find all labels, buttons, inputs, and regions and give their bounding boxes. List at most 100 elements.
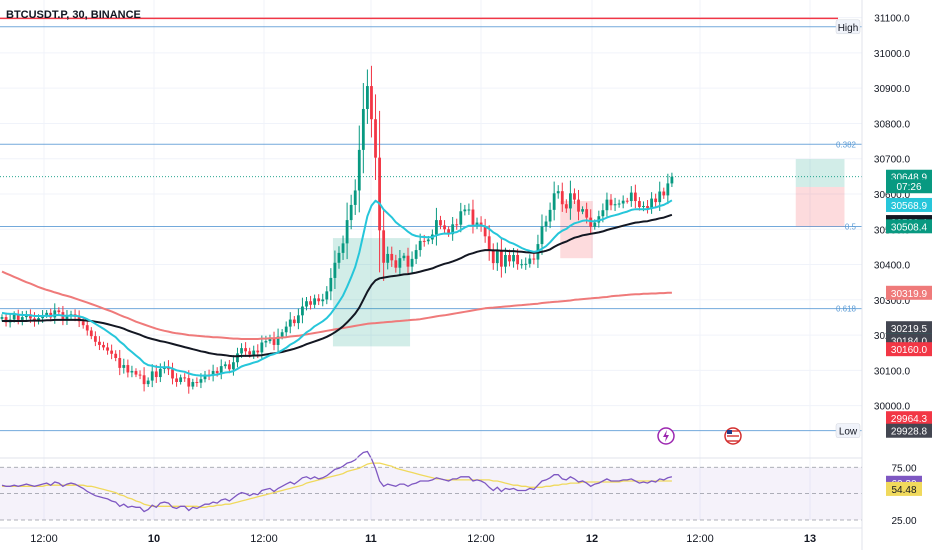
- candle-body: [29, 314, 32, 319]
- candle-body: [398, 258, 402, 268]
- candle-body: [98, 341, 101, 345]
- candle-body: [670, 176, 674, 184]
- candle-body: [349, 204, 353, 221]
- ema-long-line: [1, 270, 672, 340]
- candle-body: [662, 191, 666, 196]
- candle-body: [451, 224, 455, 235]
- candle-body: [499, 251, 503, 267]
- candle-body: [410, 258, 414, 267]
- price-tick-label: 30400.0: [874, 261, 911, 272]
- candle-body: [236, 353, 239, 363]
- candle-body: [191, 381, 195, 387]
- candle-body: [142, 375, 146, 385]
- candle-body: [406, 255, 410, 267]
- price-label-box: [886, 342, 932, 357]
- candle-body: [244, 348, 247, 352]
- candle-body: [199, 379, 203, 383]
- candle-body: [479, 222, 483, 227]
- price-axis: 30000.030100.030200.030300.030400.030500…: [861, 0, 932, 550]
- candle-body: [93, 336, 97, 342]
- price-tick-label: 30600.0: [874, 190, 911, 201]
- candle-body: [609, 199, 613, 206]
- candle-body: [329, 277, 333, 292]
- candle-body: [475, 222, 479, 225]
- candle-body: [264, 341, 268, 343]
- candle-body: [439, 220, 442, 226]
- candle-body: [232, 362, 235, 370]
- candle-body: [374, 119, 377, 158]
- price-tick-label: 30000.0: [874, 402, 911, 413]
- rsi-pane: [0, 450, 932, 521]
- candle-body: [382, 230, 386, 263]
- candle-body: [638, 201, 641, 208]
- candle-body: [252, 350, 256, 355]
- price-tick-label: 30100.0: [874, 366, 911, 377]
- candle-body: [321, 299, 325, 302]
- level-tag-box: [835, 19, 861, 35]
- candle-body: [313, 298, 317, 305]
- ema-fast-line: [1, 199, 673, 377]
- candle-body: [183, 377, 187, 379]
- candle-body: [508, 255, 511, 262]
- candle-body: [118, 358, 122, 368]
- candle-body: [402, 255, 406, 259]
- candle-body: [516, 255, 520, 265]
- candle-body: [504, 255, 507, 267]
- candle-body: [175, 378, 178, 382]
- candle-body: [487, 236, 491, 251]
- candle-body: [325, 291, 329, 300]
- candle-body: [89, 330, 93, 337]
- candle-body: [288, 319, 292, 327]
- level-tag-box: [835, 423, 861, 438]
- candle-body: [621, 200, 625, 204]
- price-label-box: [886, 197, 932, 212]
- price-label: 30648.9: [891, 173, 928, 184]
- candle-body: [179, 377, 183, 382]
- candle-body: [463, 209, 467, 212]
- candle-body: [305, 301, 308, 307]
- symbol-title: BTCUSDT.P, 30, BINANCE: [6, 9, 141, 21]
- candle-body: [296, 315, 300, 324]
- candle-body: [548, 209, 552, 222]
- candle-body: [276, 336, 280, 345]
- candle-body: [443, 225, 446, 230]
- candle-body: [345, 220, 349, 244]
- rsi-label: 54.48: [891, 485, 916, 496]
- candle-body: [211, 371, 215, 376]
- fib-levels: High 0.382 0.5 0.618 Low: [0, 17, 862, 438]
- level-tag: High: [838, 23, 859, 34]
- candle-body: [552, 193, 556, 210]
- candle-body: [122, 365, 126, 368]
- candle-body: [195, 381, 199, 383]
- candle-body: [301, 306, 304, 316]
- candle-body: [447, 229, 450, 235]
- rsi-tick-label: 75.00: [891, 463, 916, 474]
- candle-body: [292, 319, 296, 324]
- candle-body: [187, 378, 191, 387]
- time-tick-label: 12:00: [30, 533, 58, 545]
- price-tick-label: 31100.0: [874, 14, 910, 25]
- candle-body: [524, 263, 528, 265]
- event-markers[interactable]: [657, 427, 742, 445]
- candle-body: [309, 301, 312, 305]
- candle-body: [357, 149, 361, 191]
- candle-body: [528, 258, 532, 264]
- candle-body: [240, 348, 243, 354]
- price-label: 29928.8: [891, 427, 928, 438]
- rsi-label-box: [886, 481, 922, 496]
- price-label: 29964.3: [891, 414, 928, 425]
- candle-body: [45, 312, 49, 316]
- candle-body: [171, 369, 174, 379]
- candle-body: [0, 317, 4, 319]
- candle-body: [146, 380, 150, 385]
- candle-body: [203, 374, 207, 380]
- candle-body: [37, 318, 40, 321]
- ema-slow-line: [2, 213, 673, 358]
- price-label: 30219.5: [891, 324, 928, 335]
- us-flag-icon: [724, 427, 742, 445]
- price-label-box: [886, 423, 932, 438]
- lightning-icon-bolt: [663, 430, 669, 442]
- candle-body: [459, 211, 463, 225]
- axis-bg: [862, 0, 932, 550]
